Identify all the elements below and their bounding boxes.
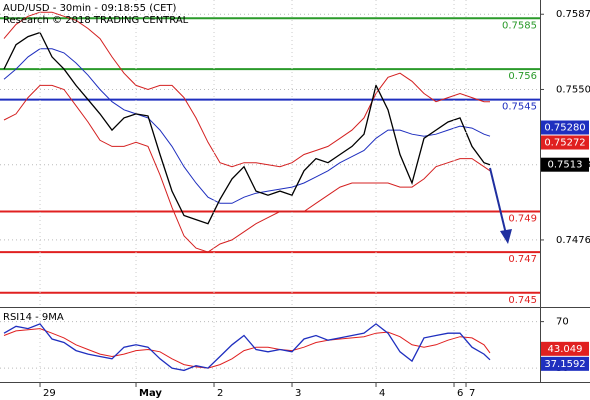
arrow-head	[500, 229, 512, 244]
price-marker	[541, 157, 589, 172]
series-line	[3, 48, 491, 204]
x-tick-label: May	[139, 388, 162, 399]
series-line	[3, 328, 491, 369]
price-marker	[541, 135, 589, 150]
price-marker-label: 0.75280	[544, 123, 585, 134]
chart-title: AUD/USD - 30min - 09:18:55 (CET)	[3, 3, 177, 14]
price-marker	[541, 120, 589, 135]
level-label: 0.747	[508, 254, 537, 265]
level-label: 0.745	[508, 295, 537, 306]
x-tick-label: 3	[295, 388, 301, 399]
x-tick-label: 4	[379, 388, 385, 399]
price-marker	[541, 356, 589, 371]
y-tick-label: 0.7587	[556, 9, 590, 20]
series-line	[3, 11, 490, 168]
x-tick-label: 2	[217, 388, 223, 399]
price-marker-label: 37.1592	[544, 359, 585, 370]
x-tick-label: 7	[469, 388, 475, 399]
series-line	[3, 323, 491, 372]
level-label: 0.7585	[502, 20, 537, 31]
price-marker	[541, 341, 589, 356]
price-marker-label: 43.049	[548, 344, 583, 355]
y-tick-label: 0.7550	[556, 84, 590, 95]
arrow-shaft	[489, 167, 507, 235]
x-tick-label: 29	[43, 388, 56, 399]
chart-subtitle: Research © 2018 TRADING CENTRAL	[3, 15, 189, 26]
series-line	[3, 31, 491, 225]
price-marker-label: 0.75272	[544, 138, 585, 149]
level-label: 0.749	[508, 213, 537, 224]
level-label: 0.756	[508, 71, 537, 82]
y-tick-label: 0.7476	[556, 235, 590, 246]
series-line	[3, 84, 491, 253]
rsi-title: RSI14 - 9MA	[3, 312, 64, 323]
projection-arrow	[489, 167, 512, 244]
price-marker-label: 0.7513	[548, 160, 583, 171]
x-tick-label: 6	[457, 388, 463, 399]
level-label: 0.7545	[502, 102, 537, 113]
y-tick-label: 70	[556, 317, 569, 328]
